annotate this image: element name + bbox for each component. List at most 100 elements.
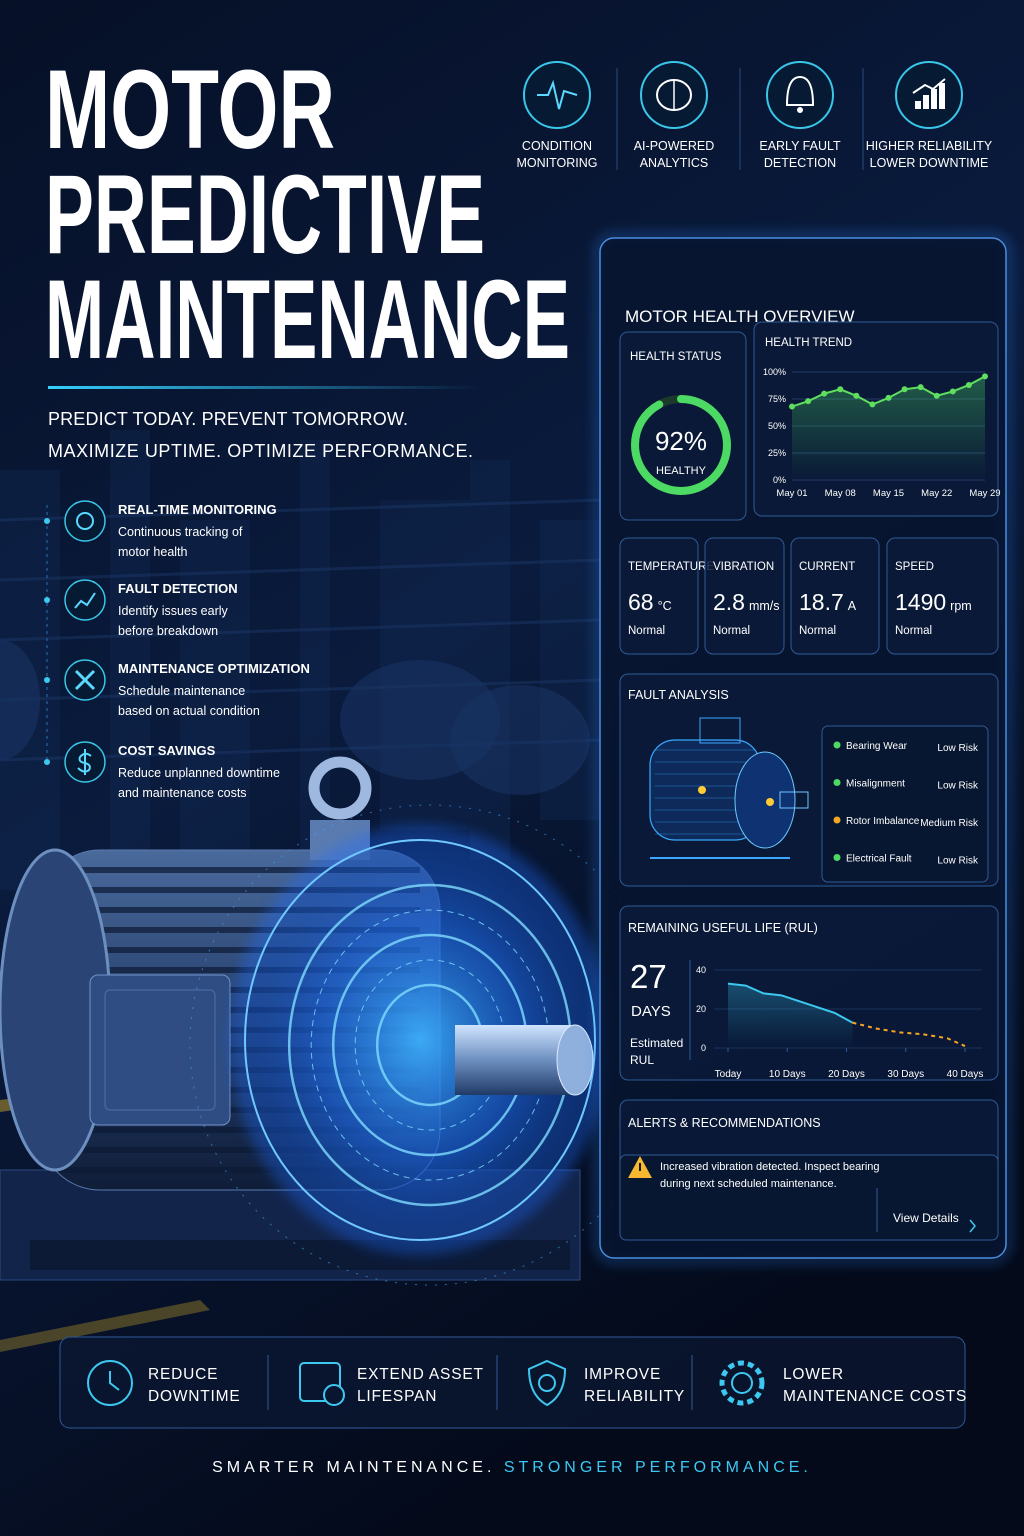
floor-stripe (0, 1300, 210, 1352)
card-title: REMAINING USEFUL LIFE (RUL) (628, 921, 818, 935)
card-title: FAULT ANALYSIS (628, 688, 729, 702)
metric-unit: °C (658, 599, 672, 613)
risk-dot (833, 816, 841, 824)
benefit-label: IMPROVE (584, 1366, 661, 1383)
wireframe-end (734, 751, 796, 849)
metric-card (886, 537, 999, 655)
metric-status: Normal (799, 625, 836, 637)
metric-unit: rpm (950, 599, 972, 613)
timeline-dot (44, 518, 50, 524)
y-tick-label: 100% (763, 367, 786, 377)
fault-hotspot (698, 786, 706, 794)
benefit-label: MAINTENANCE COSTS (783, 1388, 967, 1405)
feature-description: before breakdown (118, 624, 218, 638)
icon-clock-hands (109, 1371, 120, 1391)
trend-point (789, 403, 795, 410)
fault-risk: Medium Risk (920, 818, 979, 829)
fault-list-box (821, 725, 989, 883)
trend-point (917, 384, 924, 391)
health-value: 92% (655, 426, 707, 456)
fault-name: Bearing Wear (846, 741, 908, 752)
dashboard-title: MOTOR HEALTH OVERVIEW (625, 307, 855, 326)
factory-structure (110, 430, 150, 890)
health-status: HEALTHY (656, 465, 707, 477)
fault-risk: Low Risk (937, 743, 979, 754)
feature-label: CONDITION (522, 139, 592, 153)
x-tick-label: 20 Days (828, 1069, 865, 1080)
fault-name: Electrical Fault (846, 854, 912, 865)
fault-name: Misalignment (846, 779, 905, 790)
trend-point (805, 398, 812, 405)
benefit-label: LOWER (783, 1366, 844, 1383)
alert-message: during next scheduled maintenance. (660, 1178, 837, 1190)
risk-dot (833, 779, 841, 786)
feature-icon (64, 500, 106, 542)
motor-shaft (455, 1025, 575, 1095)
fault-risk: Low Risk (937, 781, 979, 792)
factory-pipe (0, 558, 601, 582)
background-motor (0, 640, 40, 760)
feature-title: MAINTENANCE OPTIMIZATION (118, 661, 310, 676)
feature-label: AI-POWERED (634, 139, 715, 153)
fault-name: Rotor Imbalance (846, 816, 920, 827)
footer-part: SMARTER MAINTENANCE. (212, 1459, 495, 1476)
benefit-label: RELIABILITY (584, 1388, 685, 1405)
feature-description: Schedule maintenance (118, 684, 245, 698)
icon-bar (915, 101, 921, 109)
background-motor (450, 685, 590, 795)
icon-clock (87, 1360, 133, 1406)
y-tick-label: 75% (768, 394, 786, 404)
x-tick-label: 10 Days (769, 1069, 806, 1080)
feature-label: HIGHER RELIABILITY (866, 139, 993, 153)
x-tick-label: 40 Days (947, 1069, 984, 1080)
metric-name: CURRENT (799, 561, 855, 573)
feature-label: EARLY FAULT (759, 139, 841, 153)
feature-label: MONITORING (516, 156, 597, 170)
trend-point (933, 392, 940, 399)
risk-dot (833, 741, 841, 749)
headline: MOTOR (45, 47, 335, 172)
y-tick-label: 20 (696, 1004, 706, 1014)
trend-point (965, 381, 972, 388)
feature-icon-ring (523, 61, 591, 129)
benefit-label: REDUCE (148, 1366, 218, 1383)
metric-name: TEMPERATURE (628, 561, 714, 573)
factory-pipe (0, 678, 601, 702)
dashboard-glow (595, 233, 1011, 1263)
card-title: HEALTH STATUS (630, 351, 722, 363)
metric-value: 1490 (895, 589, 946, 615)
metric-card (704, 537, 785, 655)
alert-box (619, 1154, 999, 1241)
y-tick-label: 50% (768, 421, 786, 431)
chevron (969, 1219, 976, 1233)
headline-divider (48, 386, 480, 389)
feature-icon-ring (766, 61, 834, 129)
feature-title: COST SAVINGS (118, 743, 216, 758)
tagline: PREDICT TODAY. PREVENT TOMORROW. (48, 409, 408, 429)
view-details[interactable]: View Details (893, 1211, 959, 1225)
factory-structure (470, 460, 510, 860)
x-tick-label: May 01 (776, 488, 807, 499)
wireframe-shaft (779, 791, 809, 809)
icon-bar (931, 89, 937, 109)
metric-card (790, 537, 880, 655)
metric-value: 2.8 (713, 589, 745, 615)
x-tick-label: May 22 (921, 488, 952, 499)
rul-value: 27 (630, 958, 667, 995)
motor-skid (30, 1240, 570, 1270)
x-tick-label: May 15 (873, 488, 904, 499)
feature-description: and maintenance costs (118, 786, 247, 800)
y-tick-label: 0% (773, 475, 786, 485)
icon-chart (74, 592, 96, 609)
metric-name: SPEED (895, 561, 934, 573)
feature-icon (64, 579, 106, 621)
trend-point (885, 394, 892, 401)
icon-screwdriver (74, 669, 96, 691)
shaft-end (556, 1024, 594, 1096)
x-tick-label: May 08 (825, 488, 856, 499)
icon-dollar (77, 749, 92, 775)
metric-unit: A (848, 599, 857, 613)
lifting-eye (308, 756, 372, 820)
